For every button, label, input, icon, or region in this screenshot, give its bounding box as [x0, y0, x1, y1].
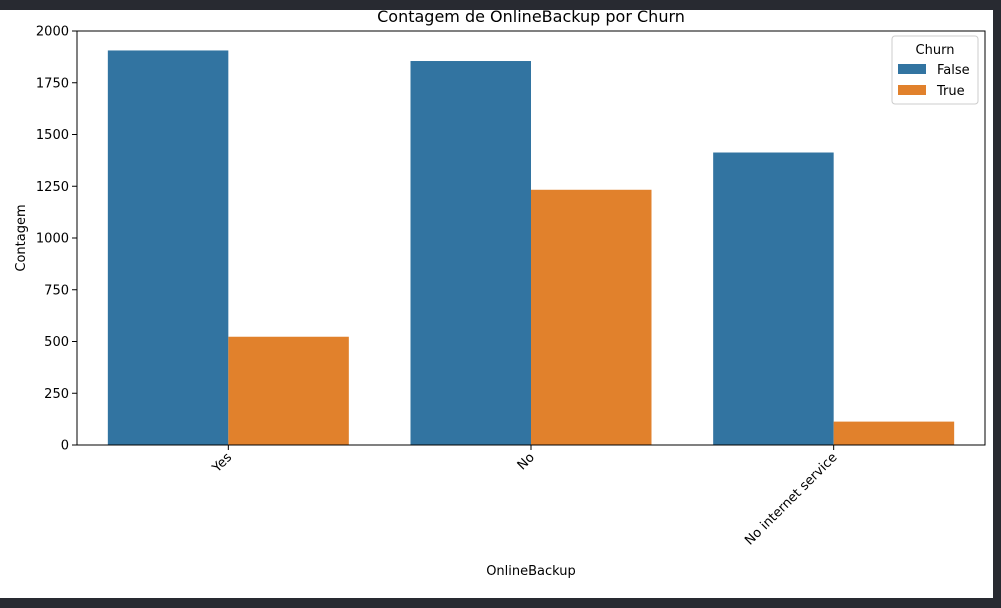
y-tick-label: 0: [61, 439, 69, 454]
y-tick-label: 1000: [36, 232, 69, 247]
x-tick-label: No internet service: [742, 450, 840, 548]
y-tick-label: 1250: [36, 180, 69, 195]
x-axis-ticks: Yes No No internet service: [209, 445, 840, 548]
bar-false-no: [410, 61, 531, 445]
legend-items: False True: [898, 63, 970, 99]
legend-label-true: True: [936, 84, 965, 99]
y-tick-label: 750: [44, 283, 69, 298]
plot-frame: [76, 30, 986, 446]
x-tick-label: Yes: [209, 450, 235, 476]
legend-swatch-false: [898, 64, 926, 74]
legend-title: Churn: [916, 43, 955, 58]
bar-true-no-internet-service: [833, 421, 955, 445]
y-axis-label: Contagem: [14, 204, 29, 271]
x-tick-label: No: [515, 450, 538, 473]
legend-swatch-true: [898, 85, 926, 95]
bar-false-yes: [107, 50, 229, 445]
y-tick-label: 500: [44, 335, 69, 350]
bar-true-no: [531, 189, 652, 445]
y-tick-label: 1500: [36, 128, 69, 143]
bar-false-no-internet-service: [713, 152, 834, 445]
bars-group: [107, 50, 955, 445]
x-axis-label: OnlineBackup: [486, 564, 576, 579]
y-tick-label: 2000: [36, 25, 69, 40]
legend-label-false: False: [937, 63, 970, 78]
chart-title: Contagem de OnlineBackup por Churn: [377, 7, 685, 26]
y-tick-label: 1750: [36, 76, 69, 91]
y-tick-label: 250: [44, 387, 69, 402]
y-axis-ticks: 0 250 500 750 1000 1250 1500 1750 2000: [36, 25, 77, 454]
legend: Churn False True: [891, 35, 979, 105]
bar-true-yes: [228, 336, 349, 445]
